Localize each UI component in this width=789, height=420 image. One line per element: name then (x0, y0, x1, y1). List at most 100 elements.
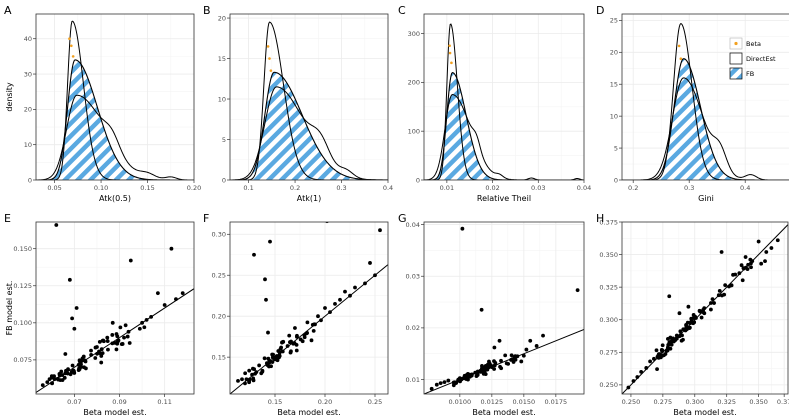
data-point (300, 339, 305, 344)
data-point (71, 368, 76, 373)
data-point (155, 291, 160, 296)
data-point (99, 354, 104, 358)
data-point (693, 314, 698, 319)
data-point (717, 288, 722, 293)
data-point (50, 381, 54, 386)
data-point (492, 359, 496, 364)
data-point (45, 380, 50, 385)
data-point (648, 359, 652, 364)
data-point (575, 288, 580, 293)
data-point (118, 325, 123, 330)
data-point (89, 348, 93, 353)
data-point (137, 326, 142, 331)
legend-key-fb (729, 67, 743, 80)
x-tick-label: 0.20 (318, 398, 332, 406)
beta-point (68, 37, 71, 41)
plot-area (230, 21, 388, 180)
x-tick-label: 0.3 (684, 184, 694, 192)
data-point (140, 320, 144, 325)
y-tick-label: 300 (408, 30, 420, 38)
y-tick-label: 0.150 (13, 245, 32, 253)
data-point (660, 348, 665, 353)
data-point (126, 329, 131, 334)
x-tick-label: 0.11 (157, 398, 171, 406)
data-point (498, 364, 502, 369)
x-axis-label: Beta model est. (277, 408, 340, 417)
y-tick-label: 0.20 (212, 312, 226, 320)
fb-density-area (36, 59, 194, 180)
data-point (285, 344, 290, 348)
data-point (106, 347, 110, 352)
plot-area (36, 20, 194, 180)
y-tick-label: 10 (610, 112, 618, 120)
data-point (259, 371, 264, 376)
data-point (348, 293, 352, 298)
data-point (72, 326, 77, 331)
data-point (462, 376, 467, 380)
panel-border (621, 13, 789, 181)
data-point (683, 328, 688, 333)
data-point (180, 291, 185, 296)
x-axis-label: Beta model est. (673, 408, 736, 417)
y-tick-label: 20 (218, 14, 226, 22)
beta-point (679, 57, 683, 60)
x-tick-label: 0.4 (740, 184, 750, 192)
data-point (478, 368, 483, 373)
y-axis-label: density (5, 82, 14, 112)
data-point (626, 385, 631, 390)
data-point (479, 307, 484, 312)
data-point (541, 333, 545, 338)
plot-area (36, 223, 194, 393)
data-point (97, 339, 102, 344)
x-tick-label: 0.250 (622, 398, 641, 406)
data-point (114, 347, 119, 352)
fb-density-area (230, 72, 388, 180)
data-point (93, 356, 98, 360)
panel-border (423, 221, 585, 395)
data-point (105, 339, 110, 344)
data-point (446, 378, 451, 383)
data-point (310, 322, 315, 327)
data-point (52, 377, 57, 381)
data-point (749, 261, 753, 266)
panel-border (621, 221, 789, 395)
data-point (701, 310, 706, 315)
data-point (442, 380, 447, 385)
data-point (745, 267, 750, 271)
data-point (710, 297, 715, 302)
data-point (325, 222, 329, 224)
data-point (716, 293, 721, 298)
data-point (270, 355, 275, 360)
data-point (497, 338, 502, 343)
panel-h: 0.250 0.275 0.300 0.325 0.350 0.37 0.250 0.275 0… (596, 212, 789, 417)
data-point (464, 373, 469, 377)
data-point (656, 353, 661, 358)
x-tick-label: 0.325 (717, 398, 736, 406)
data-point (125, 334, 130, 339)
beta-point (70, 44, 73, 48)
data-point (250, 372, 254, 377)
data-point (746, 262, 750, 267)
data-point (267, 364, 271, 369)
data-point (275, 356, 280, 361)
data-point (678, 329, 683, 334)
data-point (266, 356, 271, 361)
panel-border (229, 13, 389, 181)
data-point (667, 294, 672, 299)
data-point (116, 338, 121, 343)
x-tick-label: 0.0150 (512, 398, 535, 406)
data-point (489, 364, 494, 369)
data-point (309, 338, 314, 343)
data-point (169, 246, 174, 251)
panel-title: G (398, 212, 407, 225)
data-point (492, 363, 497, 368)
data-point (67, 277, 72, 282)
data-point (304, 331, 309, 336)
data-point (660, 343, 665, 348)
panel-border (35, 221, 195, 395)
data-point (492, 345, 497, 350)
x-tick-label: 0.03 (531, 184, 545, 192)
data-point (655, 367, 659, 372)
data-point (456, 377, 461, 382)
data-point (56, 377, 61, 382)
